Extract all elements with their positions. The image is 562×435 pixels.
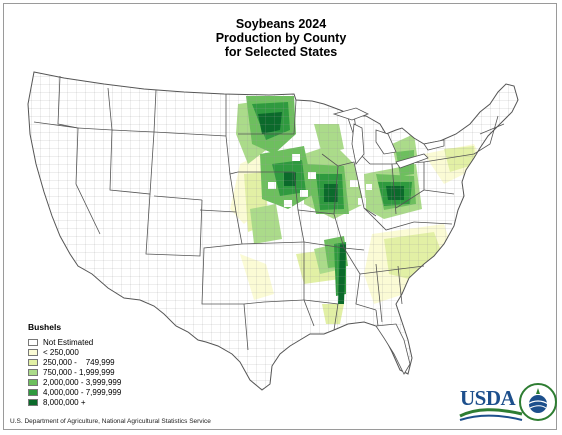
title-line-2: Production by County xyxy=(215,31,347,45)
legend-item-250k-750k: 250,000 - 749,999 xyxy=(28,357,121,367)
legend-label: 4,000,000 - 7,999,999 xyxy=(43,387,122,397)
legend-title: Bushels xyxy=(28,322,62,332)
legend-label: < 250,000 xyxy=(43,347,79,357)
legend-item-over-8m: 8,000,000 + xyxy=(28,397,121,407)
legend-label: Not Estimated xyxy=(43,337,94,347)
legend-item-750k-2m: 750,000 - 1,999,999 xyxy=(28,367,121,377)
legend-swatch xyxy=(28,368,38,376)
legend-item-under-250k: < 250,000 xyxy=(28,347,121,357)
usda-swoosh-icon xyxy=(459,408,523,421)
legend-label: 750,000 - 1,999,999 xyxy=(43,367,115,377)
map-frame: Soybeans 2024 Production by County for S… xyxy=(3,3,557,430)
legend-swatch xyxy=(28,348,38,356)
source-credit: U.S. Department of Agriculture, National… xyxy=(10,418,211,425)
map-title: Soybeans 2024 Production by County for S… xyxy=(4,17,558,59)
legend-item-not-estimated: Not Estimated xyxy=(28,337,121,347)
agriculture-counts-badge-icon xyxy=(519,383,557,421)
legend-item-2m-4m: 2,000,000 - 3,999,999 xyxy=(28,377,121,387)
legend-label: 8,000,000 + xyxy=(43,397,86,407)
us-county-map xyxy=(27,71,519,391)
legend-swatch xyxy=(28,338,38,346)
legend-label: 2,000,000 - 3,999,999 xyxy=(43,377,122,387)
legend-swatch xyxy=(28,388,38,396)
florida xyxy=(375,323,411,375)
legend-swatch xyxy=(28,378,38,386)
legend-swatch xyxy=(28,398,38,406)
title-line-1: Soybeans 2024 xyxy=(235,17,327,31)
usda-logo: USDA xyxy=(456,378,558,428)
legend: Bushels Not Estimated < 250,000 250,000 … xyxy=(28,322,121,407)
title-line-3: for Selected States xyxy=(224,45,338,59)
legend-swatch xyxy=(28,358,38,366)
usda-wordmark: USDA xyxy=(460,386,516,410)
legend-item-4m-8m: 4,000,000 - 7,999,999 xyxy=(28,387,121,397)
legend-label: 250,000 - 749,999 xyxy=(43,357,115,367)
great-lakes xyxy=(332,107,445,169)
